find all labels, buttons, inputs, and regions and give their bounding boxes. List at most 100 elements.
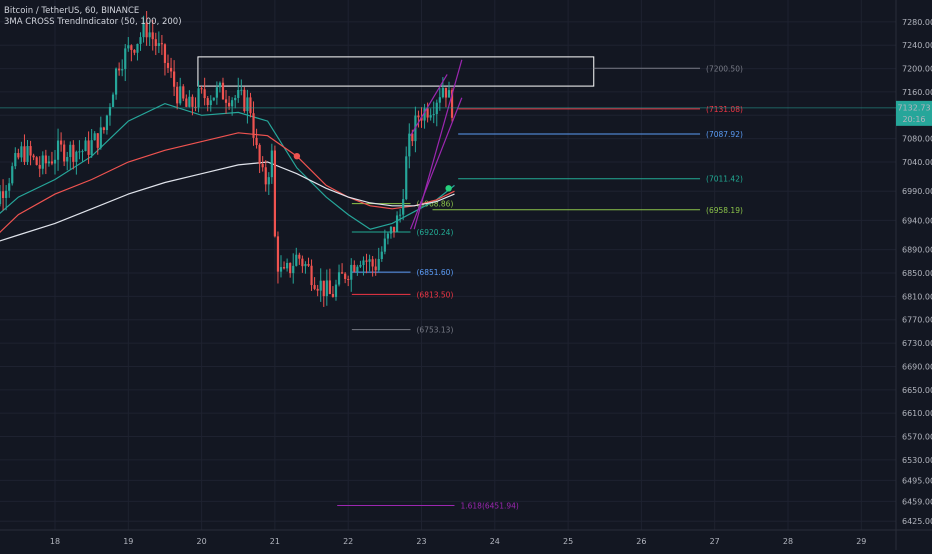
candle-body[interactable] bbox=[200, 88, 203, 90]
candle-body[interactable] bbox=[289, 262, 292, 274]
candle-body[interactable] bbox=[29, 146, 32, 156]
candle-body[interactable] bbox=[227, 102, 231, 107]
moving-average-line[interactable] bbox=[0, 102, 455, 230]
candle-body[interactable] bbox=[20, 146, 23, 158]
candle-body[interactable] bbox=[50, 161, 54, 164]
candle-body[interactable] bbox=[386, 233, 390, 239]
buy-signal-marker[interactable] bbox=[445, 185, 452, 192]
candle-body[interactable] bbox=[160, 43, 163, 45]
candle-body[interactable] bbox=[121, 69, 124, 71]
candle-body[interactable] bbox=[243, 89, 246, 112]
candle-body[interactable] bbox=[66, 156, 69, 162]
candle-body[interactable] bbox=[292, 265, 295, 274]
candle-body[interactable] bbox=[368, 259, 371, 262]
candle-body[interactable] bbox=[60, 140, 63, 145]
candle-body[interactable] bbox=[185, 98, 188, 107]
candle-body[interactable] bbox=[151, 32, 154, 40]
candle-body[interactable] bbox=[1, 191, 5, 198]
candle-body[interactable] bbox=[298, 254, 301, 259]
candle-body[interactable] bbox=[169, 67, 173, 72]
candle-body[interactable] bbox=[142, 22, 145, 38]
candle-body[interactable] bbox=[118, 68, 121, 71]
candle-body[interactable] bbox=[221, 82, 225, 100]
candle-body[interactable] bbox=[154, 39, 157, 47]
candle-body[interactable] bbox=[276, 236, 280, 272]
candle-body[interactable] bbox=[374, 266, 377, 271]
candle-body[interactable] bbox=[237, 89, 240, 98]
candle-body[interactable] bbox=[136, 43, 139, 53]
candle-body[interactable] bbox=[353, 264, 356, 272]
candle-body[interactable] bbox=[301, 258, 304, 267]
candle-body[interactable] bbox=[356, 266, 359, 272]
candle-body[interactable] bbox=[26, 146, 29, 162]
candle-body[interactable] bbox=[313, 285, 316, 289]
candle-body[interactable] bbox=[252, 113, 255, 138]
candle-body[interactable] bbox=[206, 98, 209, 106]
candle-body[interactable] bbox=[231, 100, 234, 107]
candle-body[interactable] bbox=[402, 199, 405, 215]
candle-body[interactable] bbox=[304, 263, 307, 267]
candle-body[interactable] bbox=[395, 215, 399, 232]
candle-body[interactable] bbox=[5, 190, 8, 198]
candle-body[interactable] bbox=[405, 156, 408, 200]
candle-body[interactable] bbox=[224, 99, 228, 103]
candle-body[interactable] bbox=[0, 191, 2, 205]
trend-channel-line[interactable] bbox=[409, 74, 448, 137]
candle-body[interactable] bbox=[163, 44, 167, 63]
candle-body[interactable] bbox=[173, 71, 176, 87]
candle-body[interactable] bbox=[176, 86, 179, 104]
candle-body[interactable] bbox=[389, 226, 393, 234]
candle-body[interactable] bbox=[114, 68, 118, 95]
candle-body[interactable] bbox=[399, 214, 402, 216]
candle-body[interactable] bbox=[447, 90, 451, 98]
candle-body[interactable] bbox=[282, 267, 286, 269]
candle-body[interactable] bbox=[279, 267, 283, 272]
candle-body[interactable] bbox=[249, 97, 252, 114]
candle-body[interactable] bbox=[340, 272, 344, 274]
candle-body[interactable] bbox=[359, 265, 362, 267]
candle-body[interactable] bbox=[435, 102, 438, 115]
candle-body[interactable] bbox=[56, 140, 60, 160]
candle-body[interactable] bbox=[365, 260, 368, 262]
trend-channel-line[interactable] bbox=[413, 59, 463, 230]
trend-channel-line[interactable] bbox=[409, 97, 463, 230]
candle-body[interactable] bbox=[99, 127, 102, 148]
candle-body[interactable] bbox=[350, 264, 353, 280]
candle-body[interactable] bbox=[41, 155, 44, 169]
candle-body[interactable] bbox=[166, 62, 170, 68]
candle-body[interactable] bbox=[264, 167, 267, 185]
candle-body[interactable] bbox=[441, 87, 444, 98]
candle-body[interactable] bbox=[87, 140, 90, 155]
candle-body[interactable] bbox=[295, 254, 298, 266]
candle-body[interactable] bbox=[47, 161, 50, 164]
candle-body[interactable] bbox=[105, 115, 109, 131]
candle-body[interactable] bbox=[377, 258, 380, 271]
candle-body[interactable] bbox=[240, 89, 243, 91]
candle-body[interactable] bbox=[84, 140, 87, 152]
candle-body[interactable] bbox=[197, 88, 200, 108]
candle-body[interactable] bbox=[344, 273, 347, 279]
candle-body[interactable] bbox=[307, 263, 310, 266]
candle-body[interactable] bbox=[246, 97, 249, 112]
candle-body[interactable] bbox=[261, 163, 264, 168]
candle-body[interactable] bbox=[182, 86, 185, 99]
candle-body[interactable] bbox=[426, 108, 429, 118]
candle-body[interactable] bbox=[127, 45, 130, 49]
candle-body[interactable] bbox=[8, 183, 11, 191]
candle-body[interactable] bbox=[267, 177, 270, 185]
candle-body[interactable] bbox=[258, 145, 261, 164]
candle-body[interactable] bbox=[14, 153, 17, 167]
candle-body[interactable] bbox=[32, 155, 35, 158]
candle-body[interactable] bbox=[380, 251, 383, 259]
candle-body[interactable] bbox=[286, 262, 289, 269]
candle-body[interactable] bbox=[420, 117, 423, 121]
moving-average-line[interactable] bbox=[0, 132, 455, 250]
candle-body[interactable] bbox=[203, 89, 206, 99]
candle-body[interactable] bbox=[111, 94, 115, 107]
candle-body[interactable] bbox=[316, 288, 319, 291]
candle-body[interactable] bbox=[81, 151, 84, 153]
moving-average-line[interactable] bbox=[0, 161, 455, 247]
candle-body[interactable] bbox=[72, 144, 75, 162]
